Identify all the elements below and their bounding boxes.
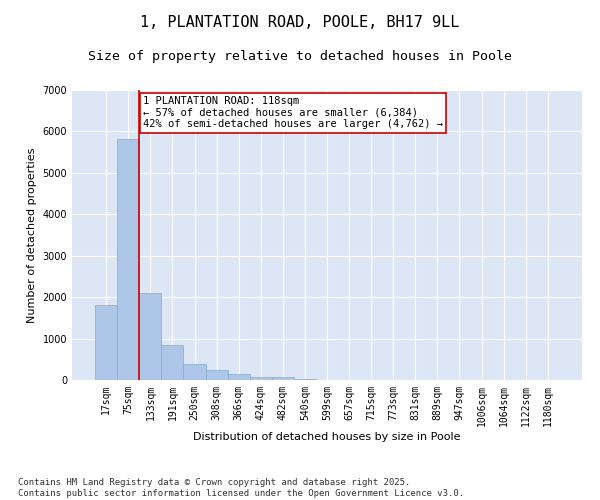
Bar [184,364,206,380]
Bar [139,294,161,380]
Bar [250,376,272,380]
Bar [161,345,184,380]
Text: Size of property relative to detached houses in Poole: Size of property relative to detached ho… [88,50,512,63]
Bar [272,376,294,380]
Text: 1, PLANTATION ROAD, POOLE, BH17 9LL: 1, PLANTATION ROAD, POOLE, BH17 9LL [140,15,460,30]
Y-axis label: Number of detached properties: Number of detached properties [27,148,37,322]
Bar [117,139,139,380]
X-axis label: Distribution of detached houses by size in Poole: Distribution of detached houses by size … [193,432,461,442]
Bar [227,374,250,380]
Bar [206,370,227,380]
Text: 1 PLANTATION ROAD: 118sqm
← 57% of detached houses are smaller (6,384)
42% of se: 1 PLANTATION ROAD: 118sqm ← 57% of detac… [143,96,443,130]
Bar [95,306,117,380]
Text: Contains HM Land Registry data © Crown copyright and database right 2025.
Contai: Contains HM Land Registry data © Crown c… [18,478,464,498]
Bar [294,379,316,380]
